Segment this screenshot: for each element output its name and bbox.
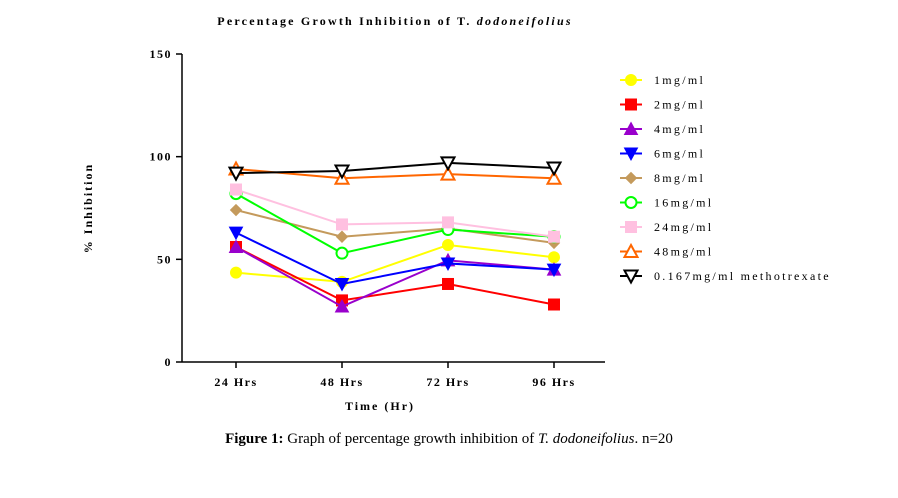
series-3: [228, 226, 562, 292]
data-point: [442, 277, 454, 290]
caption-label: Figure 1:: [225, 431, 284, 447]
series-line: [235, 246, 555, 308]
chart: Percentage Growth Inhibition of T. dodon…: [81, 14, 831, 413]
series-line: [235, 167, 555, 180]
legend-label: 48mg/ml: [654, 245, 713, 259]
data-point: [228, 239, 244, 254]
legend-item: 16mg/ml: [620, 196, 713, 210]
legend-label: 8mg/ml: [654, 171, 705, 185]
data-point: [227, 166, 245, 182]
data-point: [548, 230, 560, 243]
caption-species: T. dodoneifolius: [538, 431, 635, 447]
legend-item: 0.167mg/ml methotrexate: [620, 269, 831, 285]
legend-marker: [623, 147, 639, 162]
legend-marker: [625, 98, 637, 111]
data-point: [334, 299, 350, 313]
legend: 1mg/ml 2mg/ml 4mg/ml 6mg/ml 8mg/ml 16mg/ml 24m…: [620, 73, 831, 285]
data-point: [229, 203, 243, 217]
data-point: [228, 226, 244, 241]
data-point: [439, 165, 457, 181]
data-point: [439, 156, 457, 172]
legend-item: 6mg/ml: [620, 147, 705, 162]
legend-label: 2mg/ml: [654, 98, 705, 112]
data-point: [335, 230, 349, 243]
data-point: [545, 161, 563, 177]
series-line: [235, 243, 555, 283]
caption-n: . n=20: [634, 431, 673, 447]
y-axis-label: % Inhibition: [81, 163, 95, 253]
data-point: [548, 251, 560, 264]
legend-item: 8mg/ml: [620, 171, 705, 185]
series-line: [235, 209, 555, 244]
data-point: [334, 277, 350, 292]
data-point: [440, 257, 456, 271]
data-point: [230, 266, 242, 279]
data-point: [442, 216, 454, 229]
legend-label: 0.167mg/ml methotrexate: [654, 269, 831, 283]
series-line: [235, 192, 555, 255]
data-point: [548, 298, 560, 311]
legend-item: 2mg/ml: [620, 98, 705, 112]
legend-label: 1mg/ml: [654, 73, 705, 87]
x-axis-label: Time (Hr): [345, 399, 415, 413]
legend-item: 48mg/ml: [620, 242, 713, 259]
legend-marker: [625, 221, 637, 233]
series-line: [235, 231, 555, 286]
series-line: [235, 188, 555, 238]
data-point: [546, 263, 562, 278]
legend-label: 24mg/ml: [654, 220, 713, 234]
series-layer: [227, 156, 563, 313]
series-6: [230, 183, 560, 243]
series-line: [235, 246, 555, 306]
legend-item: 1mg/ml: [620, 73, 705, 87]
legend-item: 24mg/ml: [620, 220, 713, 234]
legend-marker: [622, 269, 640, 285]
series-0: [230, 238, 560, 288]
data-point: [335, 246, 349, 260]
series-8: [227, 156, 563, 182]
legend-marker: [624, 196, 638, 209]
figure-caption: Figure 1: Graph of percentage growth inh…: [0, 431, 898, 448]
legend-marker: [623, 121, 639, 135]
data-point: [333, 164, 351, 180]
legend-label: 6mg/ml: [654, 147, 705, 161]
data-point: [442, 238, 454, 251]
x-tick-label: 24 Hrs: [214, 375, 257, 389]
chart-title: Percentage Growth Inhibition of T. dodon…: [217, 14, 572, 28]
x-tick-label: 72 Hrs: [426, 375, 469, 389]
x-tick-label: 96 Hrs: [532, 375, 575, 389]
y-tick-label: 0: [165, 355, 173, 369]
legend-marker: [625, 74, 637, 86]
x-tick-label: 48 Hrs: [320, 375, 363, 389]
y-tick-label: 50: [157, 252, 172, 266]
legend-item: 4mg/ml: [620, 121, 705, 136]
legend-marker: [624, 171, 638, 185]
axes: 0 50 100 150 24 Hrs 48 Hrs 72 Hrs 96 Hrs: [150, 47, 605, 389]
series-line: [235, 161, 555, 175]
data-point: [545, 169, 563, 185]
y-tick-label: 100: [150, 150, 173, 164]
y-tick-label: 150: [150, 47, 173, 61]
legend-label: 4mg/ml: [654, 122, 705, 136]
legend-marker: [622, 242, 640, 258]
caption-text: Graph of percentage growth inhibition of: [283, 431, 539, 447]
legend-label: 16mg/ml: [654, 196, 713, 210]
data-point: [230, 183, 242, 196]
data-point: [336, 218, 348, 231]
